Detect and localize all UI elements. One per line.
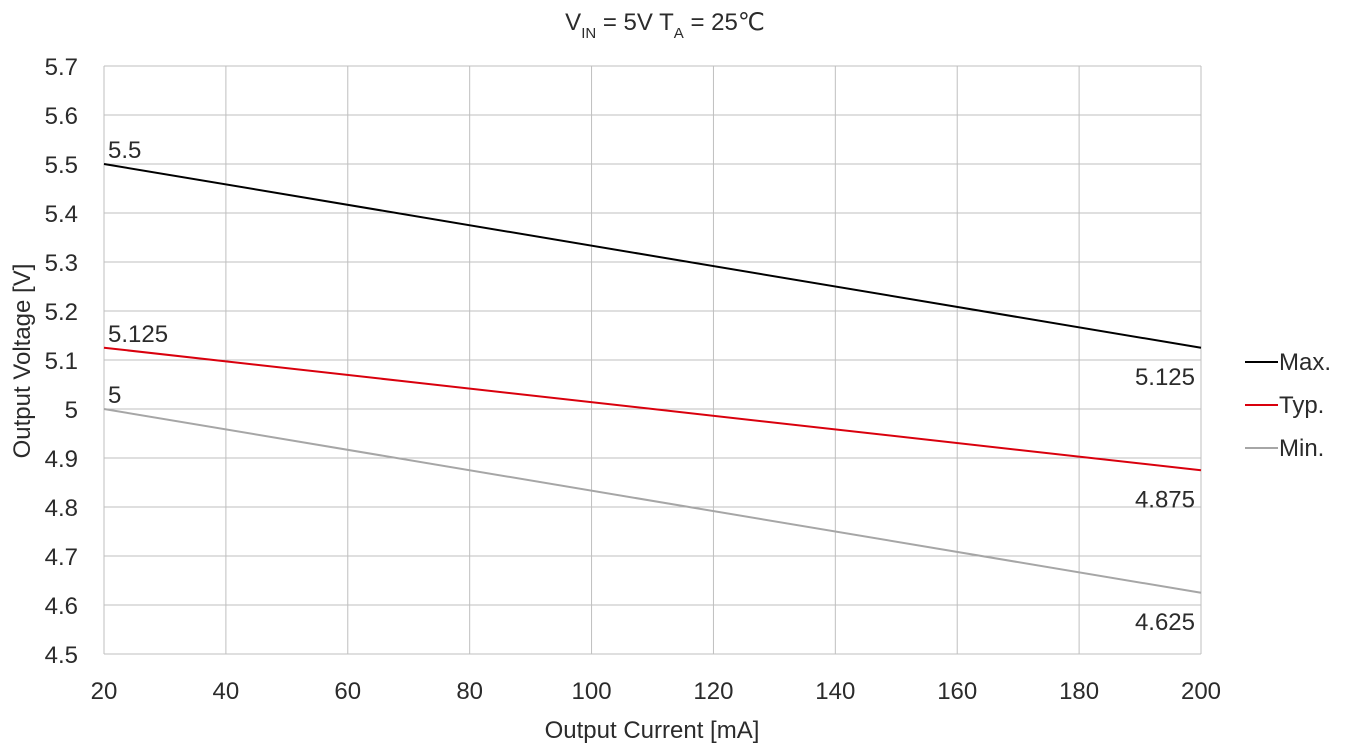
series-line-typ bbox=[103, 346, 1202, 472]
y-tick-label: 4.8 bbox=[45, 495, 78, 522]
y-tick-label: 5.3 bbox=[45, 250, 78, 277]
series-line-min bbox=[103, 408, 1202, 594]
x-tick-label: 140 bbox=[815, 678, 855, 705]
x-tick-label: 40 bbox=[213, 678, 240, 705]
legend-label: Typ. bbox=[1279, 392, 1324, 419]
x-tick-label: 180 bbox=[1059, 678, 1099, 705]
x-axis-title: Output Current [mA] bbox=[545, 717, 760, 744]
y-tick-label: 4.6 bbox=[45, 593, 78, 620]
gridlines bbox=[103, 65, 1202, 655]
data-labels: 5.5 5.125 5.125 4.875 5 4.625 bbox=[108, 137, 1195, 636]
data-label-start: 5 bbox=[108, 382, 121, 409]
data-label-start: 5.125 bbox=[108, 321, 168, 348]
x-tick-label: 200 bbox=[1181, 678, 1221, 705]
legend-label: Min. bbox=[1279, 435, 1324, 462]
legend-label: Max. bbox=[1279, 349, 1331, 376]
y-tick-label: 5 bbox=[65, 397, 78, 424]
data-label-start: 5.5 bbox=[108, 137, 141, 164]
series-lines bbox=[103, 163, 1202, 594]
y-tick-label: 5.7 bbox=[45, 54, 78, 81]
y-tick-label: 5.2 bbox=[45, 299, 78, 326]
tick-labels: 4.5 4.6 4.7 4.8 4.9 5 5.1 5.2 5.3 5.4 5.5 5.6 5.7 20 4… bbox=[45, 54, 1221, 705]
data-label-end: 5.125 bbox=[1135, 364, 1195, 391]
x-tick-label: 100 bbox=[572, 678, 612, 705]
y-tick-label: 5.5 bbox=[45, 152, 78, 179]
y-tick-label: 5.6 bbox=[45, 103, 78, 130]
x-tick-label: 80 bbox=[456, 678, 483, 705]
y-tick-label: 4.5 bbox=[45, 642, 78, 669]
x-tick-label: 160 bbox=[937, 678, 977, 705]
y-tick-label: 4.7 bbox=[45, 544, 78, 571]
x-tick-label: 120 bbox=[693, 678, 733, 705]
y-tick-label: 4.9 bbox=[45, 446, 78, 473]
x-tick-label: 20 bbox=[91, 678, 118, 705]
data-label-end: 4.625 bbox=[1135, 609, 1195, 636]
y-axis-title: Output Voltage [V] bbox=[9, 264, 36, 459]
legend: Max. Typ. Min. bbox=[1245, 349, 1331, 462]
x-tick-label: 60 bbox=[334, 678, 361, 705]
series-line-max bbox=[103, 163, 1202, 349]
chart-title: VIN = 5V TA = 25℃ bbox=[565, 9, 765, 42]
y-tick-label: 5.4 bbox=[45, 201, 78, 228]
y-tick-label: 5.1 bbox=[45, 348, 78, 375]
data-label-end: 4.875 bbox=[1135, 486, 1195, 513]
